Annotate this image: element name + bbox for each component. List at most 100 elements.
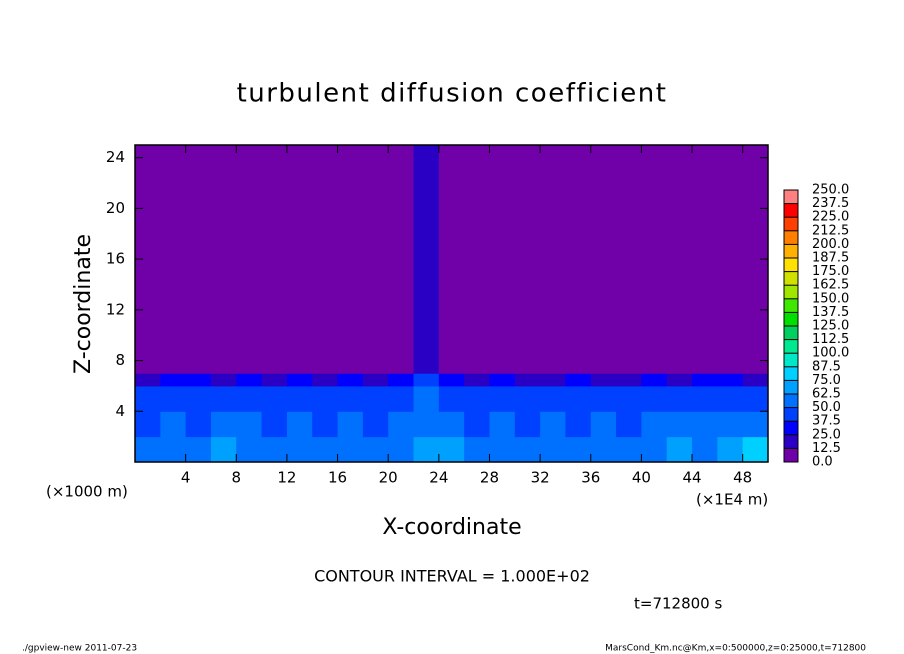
cell bbox=[286, 385, 313, 412]
cell bbox=[666, 436, 693, 463]
cell bbox=[590, 436, 617, 463]
cell bbox=[312, 385, 339, 412]
y-tick-label: 8 bbox=[115, 351, 125, 369]
cell bbox=[185, 411, 212, 438]
colorbar-label: 62.5 bbox=[812, 387, 841, 402]
cell bbox=[337, 373, 364, 387]
cell bbox=[135, 436, 161, 463]
cell bbox=[489, 411, 516, 438]
colorbar-swatch bbox=[784, 217, 798, 231]
cell bbox=[742, 436, 769, 463]
cell bbox=[514, 145, 541, 374]
cell bbox=[160, 411, 187, 438]
x-tick-label: 48 bbox=[733, 469, 752, 487]
cell bbox=[641, 145, 668, 374]
cell bbox=[540, 373, 566, 387]
colorbar-swatch bbox=[784, 394, 798, 408]
cell bbox=[438, 411, 465, 438]
cell bbox=[413, 436, 440, 463]
colorbar-label: 175.0 bbox=[812, 264, 849, 279]
cell bbox=[210, 373, 237, 387]
colorbar-label: 75.0 bbox=[812, 373, 841, 388]
cell bbox=[666, 145, 693, 374]
footer-left: ./gpview-new 2011-07-23 bbox=[22, 644, 137, 654]
colorbar-label: 37.5 bbox=[812, 414, 841, 429]
cell bbox=[464, 373, 490, 387]
cell bbox=[286, 436, 313, 463]
x-tick-label: 8 bbox=[232, 469, 242, 487]
cell bbox=[236, 385, 263, 412]
cell bbox=[388, 411, 415, 438]
cell bbox=[236, 373, 263, 387]
colorbar-label: 200.0 bbox=[812, 237, 849, 252]
cell bbox=[438, 373, 465, 387]
chart-title: turbulent diffusion coefficient bbox=[237, 79, 668, 109]
cell bbox=[210, 385, 237, 412]
cell bbox=[236, 411, 263, 438]
cell bbox=[135, 373, 161, 387]
cell bbox=[540, 436, 566, 463]
cell bbox=[489, 373, 516, 387]
colorbar-label: 150.0 bbox=[812, 291, 849, 306]
colorbar-swatch bbox=[784, 339, 798, 354]
cell bbox=[185, 385, 212, 412]
cell bbox=[717, 385, 744, 412]
cell bbox=[590, 411, 617, 438]
cell bbox=[692, 385, 718, 412]
colorbar-swatch bbox=[784, 230, 798, 245]
cell bbox=[540, 145, 566, 374]
cell bbox=[641, 411, 668, 438]
y-tick-label: 4 bbox=[115, 402, 125, 420]
cell bbox=[692, 411, 718, 438]
x-tick-label: 24 bbox=[429, 469, 448, 487]
cell bbox=[261, 145, 288, 374]
time-label: t=712800 s bbox=[634, 595, 722, 613]
colorbar-swatch bbox=[784, 298, 798, 313]
cell bbox=[616, 411, 642, 438]
cell bbox=[565, 145, 592, 374]
x-tick-label: 40 bbox=[632, 469, 651, 487]
colorbar-swatch bbox=[784, 258, 798, 272]
cell bbox=[312, 145, 339, 374]
cell bbox=[717, 436, 744, 463]
cell bbox=[438, 145, 465, 374]
colorbar-label: 162.5 bbox=[812, 278, 849, 293]
cell bbox=[438, 436, 465, 463]
cell bbox=[438, 385, 465, 412]
cell bbox=[565, 373, 592, 387]
cell bbox=[590, 385, 617, 412]
colorbar-label: 125.0 bbox=[812, 319, 849, 334]
x-tick-label: 16 bbox=[328, 469, 347, 487]
colorbar-label: 12.5 bbox=[812, 441, 841, 456]
cell bbox=[236, 145, 263, 374]
cell bbox=[135, 385, 161, 412]
cell bbox=[413, 145, 440, 374]
colorbar-swatch bbox=[784, 421, 798, 435]
cell bbox=[362, 373, 389, 387]
colorbar-swatch bbox=[784, 407, 798, 422]
cell bbox=[514, 373, 541, 387]
x-tick-label: 12 bbox=[277, 469, 296, 487]
cell bbox=[666, 411, 693, 438]
cell bbox=[362, 145, 389, 374]
y-axis-label: Z-coordinate bbox=[71, 234, 96, 374]
cell bbox=[135, 411, 161, 438]
colorbar-swatch bbox=[784, 448, 798, 462]
cell bbox=[185, 373, 212, 387]
x-tick-label: 4 bbox=[181, 469, 191, 487]
x-unit: (×1000 m) bbox=[46, 483, 128, 501]
cell bbox=[565, 385, 592, 412]
cell bbox=[464, 436, 490, 463]
cell bbox=[590, 373, 617, 387]
cell bbox=[362, 385, 389, 412]
cell bbox=[388, 373, 415, 387]
cell bbox=[464, 411, 490, 438]
colorbar-swatch bbox=[784, 244, 798, 258]
cell bbox=[692, 373, 718, 387]
cell bbox=[514, 385, 541, 412]
cell bbox=[742, 373, 769, 387]
colorbar-label: 187.5 bbox=[812, 251, 849, 266]
plot-frame bbox=[134, 144, 769, 463]
cell bbox=[616, 373, 642, 387]
